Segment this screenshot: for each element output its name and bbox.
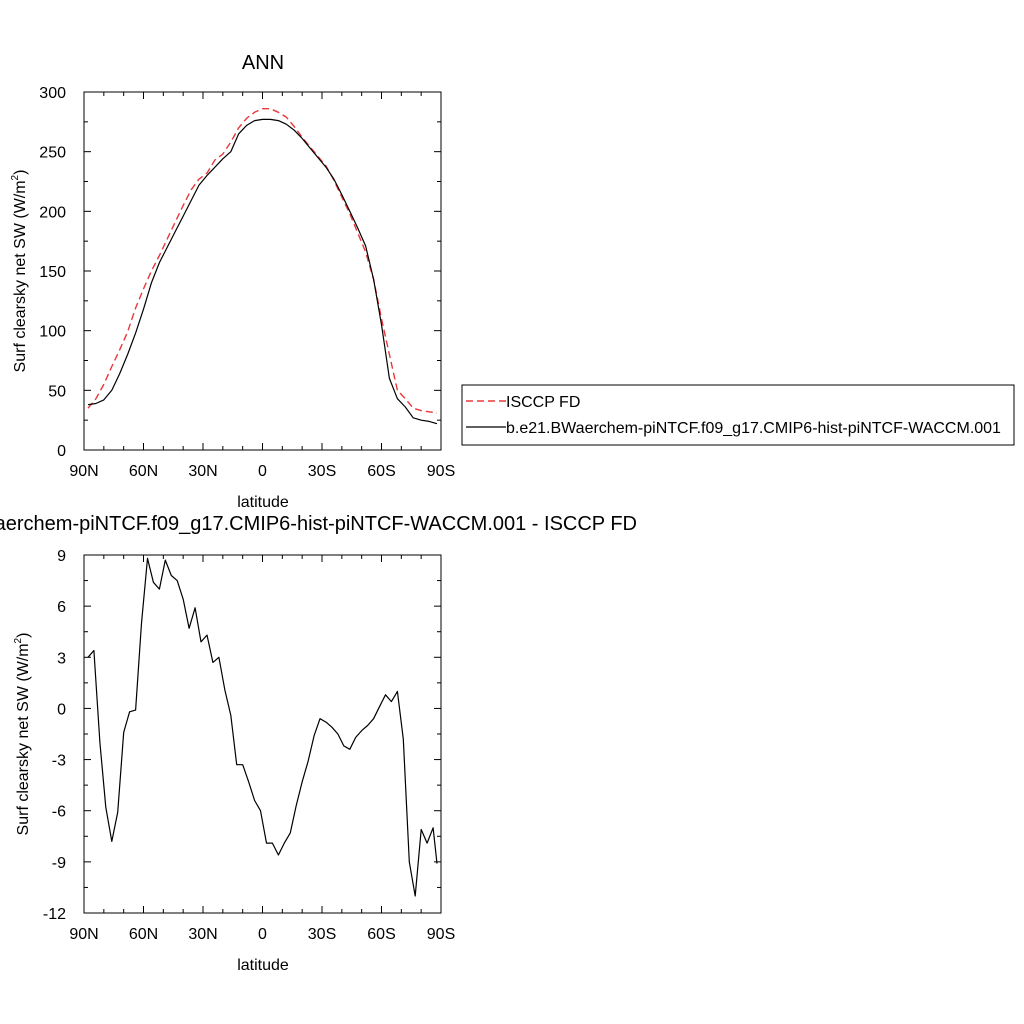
top-panel: ANN 90N 60N 30N 0 30S 60S 90S 0 50 100 150 200 250 30…: [10, 52, 1015, 511]
top-plot-frame: [83, 91, 442, 451]
y-tick-label: 100: [39, 324, 66, 341]
bottom-plot-frame: [83, 554, 442, 914]
x-tick-label: 90S: [427, 926, 455, 943]
y-tick-label: 50: [48, 383, 66, 400]
x-tick-label: 0: [258, 463, 267, 480]
y-tick-label: 200: [39, 204, 66, 221]
x-tick-label: 60N: [129, 926, 158, 943]
x-tick-label: 30S: [308, 926, 336, 943]
y-tick-label: 6: [57, 599, 66, 616]
top-x-axis-label: latitude: [237, 494, 289, 511]
legend-label-model: b.e21.BWaerchem-piNTCF.f09_g17.CMIP6-his…: [506, 420, 1001, 437]
top-axis-ticks: 90N 60N 30N 0 30S 60S 90S 0 50 100 150 200 250 300: [39, 85, 455, 480]
y-tick-label: -12: [43, 906, 66, 923]
x-tick-label: 60N: [129, 463, 158, 480]
bottom-chart-title: b.e21.BWaerchem-piNTCF.f09_g17.CMIP6-his…: [0, 513, 637, 535]
y-tick-label: 300: [39, 85, 66, 102]
y-tick-label: 250: [39, 145, 66, 162]
bottom-panel: b.e21.BWaerchem-piNTCF.f09_g17.CMIP6-his…: [0, 513, 637, 974]
series-line-0: [87, 557, 438, 897]
top-y-axis-label: Surf clearsky net SW (W/m2): [10, 170, 29, 373]
y-tick-label: 9: [57, 548, 66, 565]
x-tick-label: 90S: [427, 463, 455, 480]
legend: ISCCP FD b.e21.BWaerchem-piNTCF.f09_g17.…: [461, 384, 1015, 446]
y-tick-label: 0: [57, 443, 66, 460]
x-tick-label: 60S: [367, 926, 395, 943]
legend-label-isccp: ISCCP FD: [506, 394, 580, 411]
bottom-y-axis-label: Surf clearsky net SW (W/m2): [13, 633, 32, 836]
y-tick-label: -6: [52, 804, 66, 821]
series-line-0: [87, 107, 438, 414]
y-tick-label: -9: [52, 855, 66, 872]
x-tick-label: 90N: [69, 463, 98, 480]
x-tick-label: 60S: [367, 463, 395, 480]
bottom-series-group: [87, 557, 438, 897]
y-tick-label: 0: [57, 701, 66, 718]
bottom-axis-ticks: 90N 60N 30N 0 30S 60S 90S -12 -9 -6 -3 0 3 6 9: [43, 548, 455, 943]
x-tick-label: 30N: [188, 463, 217, 480]
x-tick-label: 30N: [188, 926, 217, 943]
y-tick-label: -3: [52, 753, 66, 770]
x-tick-label: 30S: [308, 463, 336, 480]
top-series-group: [87, 107, 438, 425]
top-chart-title: ANN: [242, 52, 284, 74]
y-tick-label: 3: [57, 650, 66, 667]
y-tick-label: 150: [39, 264, 66, 281]
series-line-1: [87, 118, 438, 425]
bottom-x-axis-label: latitude: [237, 957, 289, 974]
legend-box: [461, 384, 1015, 446]
x-tick-label: 90N: [69, 926, 98, 943]
x-tick-label: 0: [258, 926, 267, 943]
